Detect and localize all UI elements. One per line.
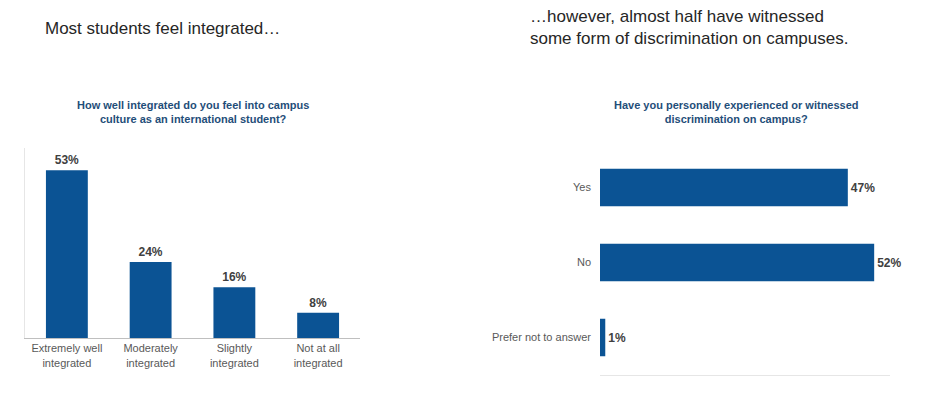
svg-text:8%: 8%	[309, 296, 327, 310]
svg-text:Moderatelyintegrated: Moderatelyintegrated	[123, 342, 178, 368]
svg-text:Most students feel integrated…: Most students feel integrated…	[45, 19, 280, 38]
svg-text:Have you personally experience: Have you personally experienced or witne…	[614, 99, 859, 125]
svg-text:52%: 52%	[877, 256, 901, 270]
svg-text:16%: 16%	[222, 270, 246, 284]
svg-text:Not at allintegrated: Not at allintegrated	[294, 342, 343, 368]
svg-text:47%: 47%	[851, 181, 875, 195]
svg-text:Slightlyintegrated: Slightlyintegrated	[210, 342, 259, 368]
svg-text:How well integrated do you fee: How well integrated do you feel into cam…	[77, 99, 309, 125]
svg-text:No: No	[577, 256, 591, 268]
svg-text:53%: 53%	[55, 153, 79, 167]
svg-text:1%: 1%	[608, 331, 626, 345]
svg-text:…however, almost half have wit: …however, almost half have witnessedsome…	[530, 7, 848, 48]
svg-text:Extremely wellintegrated: Extremely wellintegrated	[31, 342, 102, 368]
svg-text:Prefer not to answer: Prefer not to answer	[492, 331, 591, 343]
svg-text:Yes: Yes	[573, 181, 591, 193]
svg-text:24%: 24%	[138, 245, 162, 259]
